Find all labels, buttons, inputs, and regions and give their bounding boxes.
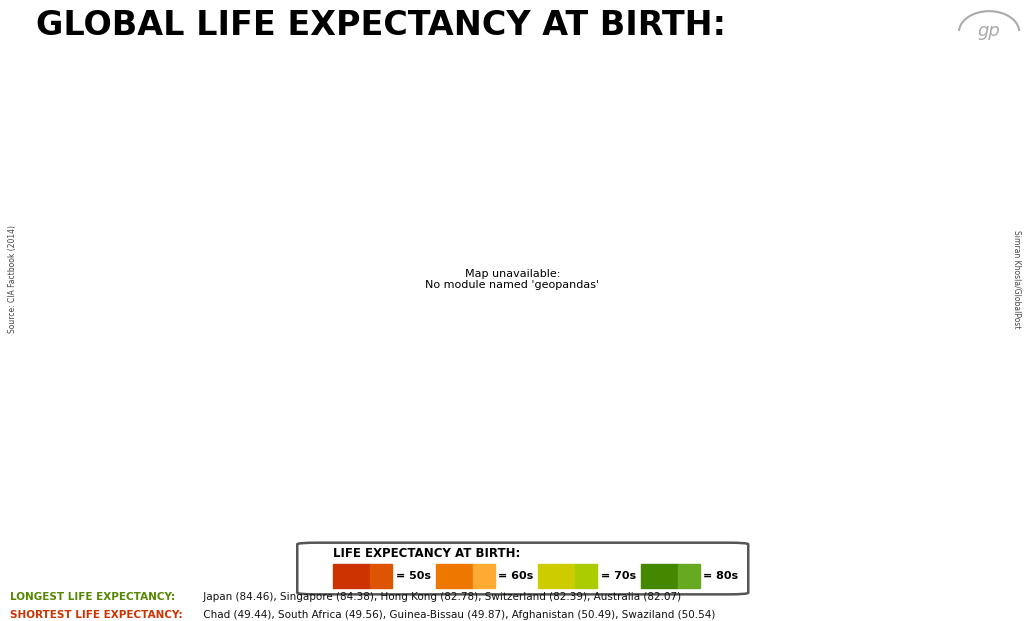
Bar: [333, 564, 370, 588]
Text: GLOBAL LIFE EXPECTANCY AT BIRTH:: GLOBAL LIFE EXPECTANCY AT BIRTH:: [36, 9, 726, 42]
Bar: [370, 564, 393, 588]
Text: Chad (49.44), South Africa (49.56), Guinea-Bissau (49.87), Afghanistan (50.49), : Chad (49.44), South Africa (49.56), Guin…: [200, 610, 715, 620]
Text: Source: CIA Factbook (2014): Source: CIA Factbook (2014): [8, 225, 16, 333]
FancyBboxPatch shape: [297, 543, 748, 594]
Text: SHORTEST LIFE EXPECTANCY:: SHORTEST LIFE EXPECTANCY:: [10, 610, 182, 620]
Text: gp: gp: [978, 22, 1000, 40]
Text: Simran Khosla/GlobalPost: Simran Khosla/GlobalPost: [1013, 230, 1021, 329]
Bar: [575, 564, 598, 588]
Text: LONGEST LIFE EXPECTANCY:: LONGEST LIFE EXPECTANCY:: [10, 592, 175, 602]
Text: Japan (84.46), Singapore (84.38), Hong Kong (82.78), Switzerland (82.39), Austra: Japan (84.46), Singapore (84.38), Hong K…: [200, 592, 681, 602]
Bar: [538, 564, 575, 588]
Text: Map unavailable:
No module named 'geopandas': Map unavailable: No module named 'geopan…: [425, 269, 600, 290]
Text: = 60s: = 60s: [498, 571, 534, 581]
Text: = 70s: = 70s: [601, 571, 636, 581]
Bar: [473, 564, 495, 588]
Text: = 80s: = 80s: [703, 571, 738, 581]
Text: LIFE EXPECTANCY AT BIRTH:: LIFE EXPECTANCY AT BIRTH:: [333, 546, 521, 560]
Text: = 50s: = 50s: [396, 571, 430, 581]
Bar: [436, 564, 473, 588]
Bar: [678, 564, 700, 588]
Bar: [641, 564, 678, 588]
